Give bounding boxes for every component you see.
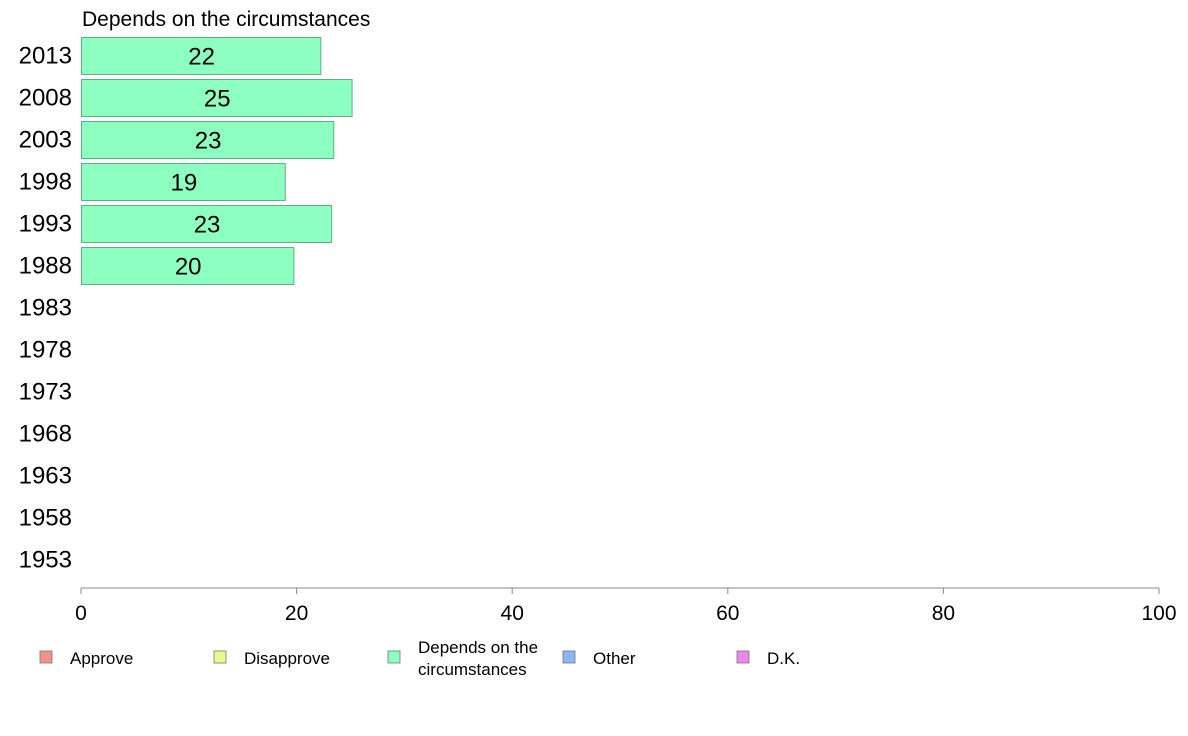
y-tick-label: 1998 [19, 169, 72, 196]
y-axis-labels: 2013 2008 2003 1998 1993 1988 1983 1978 1973 1968… [19, 43, 72, 574]
x-tick-label: 0 [75, 602, 87, 625]
x-tick-label: 80 [932, 602, 955, 625]
y-tick-label: 1978 [19, 337, 72, 364]
x-tick-label: 40 [501, 602, 524, 625]
x-axis: 0 20 40 60 80 100 [75, 587, 1177, 625]
legend-label: Disapprove [244, 649, 330, 668]
bar-value-label: 23 [194, 212, 221, 239]
bar [81, 79, 353, 117]
legend-swatch [562, 650, 576, 664]
x-tick-label: 60 [716, 602, 739, 625]
bar-value-label: 22 [188, 44, 215, 71]
y-tick-label: 2008 [19, 85, 72, 112]
y-tick-label: 2003 [19, 127, 72, 154]
bar-value-label: 20 [175, 254, 202, 281]
y-tick-label: 1988 [19, 253, 72, 280]
x-tick-label: 20 [285, 602, 308, 625]
y-tick-label: 2013 [19, 43, 72, 70]
legend-swatch [39, 650, 53, 664]
legend-label: D.K. [767, 649, 800, 668]
bar-value-label: 25 [204, 86, 231, 113]
legend-label: Depends on the [418, 638, 538, 657]
bar-value-label: 19 [171, 170, 198, 197]
bar [81, 205, 333, 243]
y-tick-label: 1973 [19, 379, 72, 406]
legend-label: Approve [70, 649, 133, 668]
bar [81, 121, 335, 159]
x-tick-label: 100 [1141, 602, 1176, 625]
y-tick-label: 1953 [19, 547, 72, 574]
y-tick-label: 1963 [19, 463, 72, 490]
bar-value-label: 23 [195, 128, 222, 155]
bar [81, 247, 295, 285]
y-tick-label: 1983 [19, 295, 72, 322]
legend-label: Other [593, 649, 636, 668]
bar [81, 37, 322, 75]
legend-swatch [387, 650, 401, 664]
y-tick-label: 1993 [19, 211, 72, 238]
y-tick-label: 1958 [19, 505, 72, 532]
legend-swatch [213, 650, 227, 664]
y-tick-label: 1968 [19, 421, 72, 448]
legend-swatch [736, 650, 750, 664]
chart-title: Depends on the circumstances [82, 8, 370, 31]
bar [81, 163, 286, 201]
legend-label: circumstances [418, 660, 527, 679]
bars-group: 22 25 23 19 23 20 [81, 37, 353, 285]
legend: Approve Disapprove Depends on the circumsta… [39, 638, 800, 679]
